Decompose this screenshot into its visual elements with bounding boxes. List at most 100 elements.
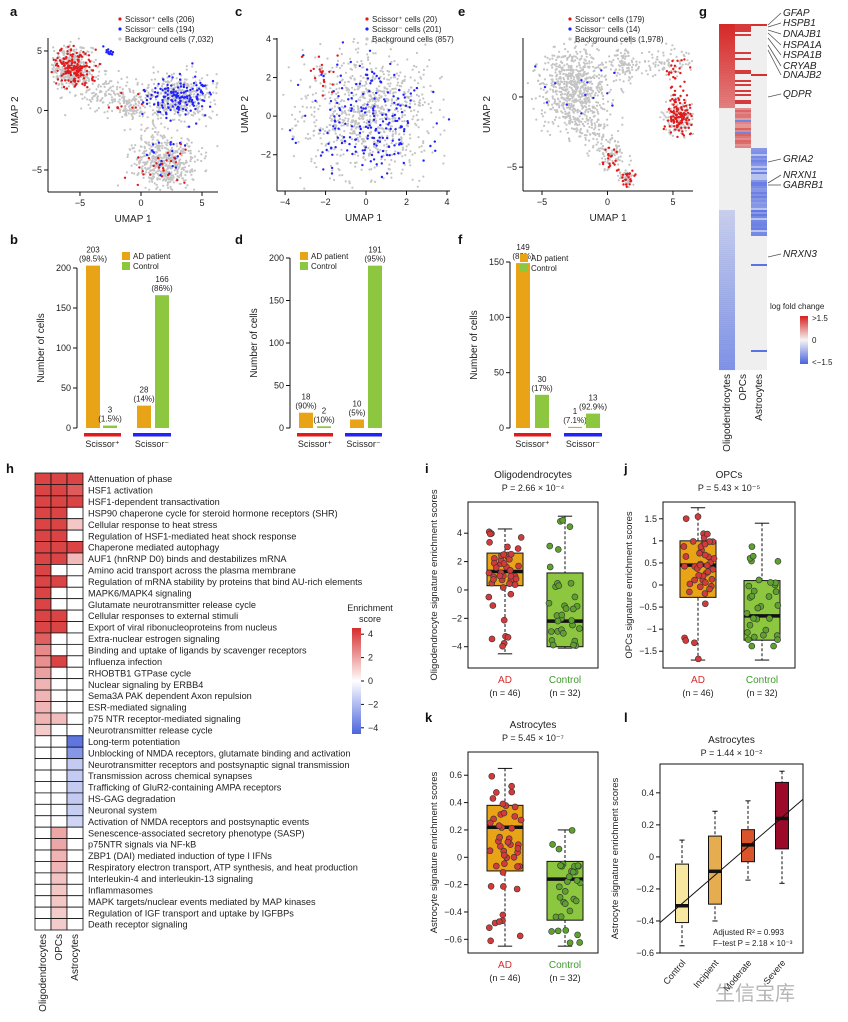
background-cell-point <box>169 93 172 96</box>
control-bar <box>103 425 117 428</box>
heatmap-cell <box>34 666 52 680</box>
scissor-pos-cell-point <box>68 66 71 69</box>
background-cell-point <box>400 81 403 84</box>
background-cell-point <box>353 37 356 41</box>
background-cell-point <box>149 177 152 180</box>
heatmap-cell <box>751 152 767 154</box>
background-cell-point <box>383 144 386 147</box>
background-cell-point <box>424 43 427 46</box>
background-cell-point <box>378 96 381 99</box>
scissor-pos-cell-point <box>65 62 68 65</box>
background-cell-point <box>325 126 329 129</box>
scissor-pos-cell-point <box>687 126 690 130</box>
background-cell-point <box>579 50 582 53</box>
heatmap-column <box>719 24 735 370</box>
background-cell-point <box>214 103 217 106</box>
gene-leader-line <box>767 29 782 35</box>
background-cell-point <box>362 76 365 79</box>
background-cell-point <box>318 74 321 77</box>
background-cell-point <box>335 139 338 142</box>
scissor-pos-cell-point <box>628 172 631 176</box>
scissor-neg-cell-point <box>174 166 178 169</box>
x-tick-label: 5 <box>670 197 675 207</box>
scissor-neg-cell-point <box>153 91 157 94</box>
scissor-neg-cell-point <box>341 41 345 44</box>
background-cell-point <box>391 117 394 120</box>
heatmap-cell <box>66 769 84 782</box>
background-cell-point <box>344 180 347 183</box>
heatmap-cell <box>66 712 84 725</box>
background-cell-point <box>126 153 129 156</box>
background-cell-point <box>196 110 199 113</box>
background-cell-point <box>338 47 341 50</box>
background-cell-point <box>605 118 609 121</box>
heatmap-cell <box>50 609 68 622</box>
background-cell-point <box>91 98 94 101</box>
heatmap-cell <box>66 906 84 919</box>
y-axis-label: Number of cells <box>249 308 260 377</box>
background-cell-point <box>358 86 361 89</box>
background-cell-point <box>390 158 393 162</box>
background-cell-point <box>660 61 663 64</box>
background-cell-point <box>586 122 590 125</box>
background-cell-point <box>396 81 400 84</box>
background-cell-point <box>335 92 338 95</box>
background-cell-point <box>363 121 366 124</box>
background-cell-point <box>620 173 623 177</box>
background-cell-point <box>196 158 199 162</box>
background-cell-point <box>566 131 570 134</box>
background-cell-point <box>606 124 609 127</box>
scissor-neg-cell-point <box>166 102 170 105</box>
scissor-neg-cell-point <box>169 143 172 146</box>
background-cell-point <box>347 88 351 91</box>
pathway-label: Regulation of mRNA stability by proteins… <box>88 577 363 587</box>
scissor-neg-cell-point <box>184 90 187 93</box>
background-cell-point <box>675 55 678 59</box>
heatmap-cell <box>735 132 751 134</box>
background-cell-point <box>635 63 638 66</box>
scissor-pos-cell-point <box>622 183 625 186</box>
background-cell-point <box>565 88 568 91</box>
heatmap-cell <box>751 150 767 152</box>
background-cell-point <box>396 84 399 87</box>
background-cell-point <box>177 90 180 93</box>
background-cell-point <box>543 78 547 81</box>
background-cell-point <box>561 86 564 90</box>
background-cell-point <box>396 110 399 113</box>
scissor-neg-cell-point <box>344 122 347 126</box>
scissor-neg-cell-point <box>161 101 164 104</box>
background-cell-point <box>638 61 641 64</box>
background-cell-point <box>54 61 57 64</box>
background-cell-point <box>589 94 592 97</box>
scissor-pos-cell-point <box>628 183 631 186</box>
heatmap-cell <box>34 518 52 531</box>
background-cell-point <box>369 115 372 118</box>
background-cell-point <box>61 83 64 86</box>
background-cell-point <box>646 73 649 76</box>
scissor-neg-cell-point <box>166 93 169 96</box>
background-cell-point <box>296 120 299 123</box>
background-cell-point <box>167 186 170 189</box>
scissor-pos-cell-point <box>321 84 325 88</box>
gene-leader-line <box>767 44 782 67</box>
scissor-neg-cell-point <box>159 87 162 91</box>
scissor-neg-cell-point <box>349 60 352 64</box>
background-cell-point <box>577 70 580 73</box>
heatmap-cell <box>735 90 751 92</box>
background-cell-point <box>378 110 381 113</box>
scissor-neg-cell-point <box>600 69 603 72</box>
background-cell-point <box>63 87 66 91</box>
background-cell-point <box>598 67 602 70</box>
background-cell-point <box>608 55 611 58</box>
heatmap-cell <box>751 164 767 166</box>
background-cell-point <box>427 132 430 135</box>
background-cell-point <box>352 40 355 43</box>
scissor-pos-cell-point <box>672 111 675 114</box>
scissor-neg-cell-point <box>111 53 114 56</box>
heatmap-cell <box>66 666 84 680</box>
scissor-neg-cell-point <box>160 159 163 163</box>
background-cell-point <box>319 82 322 85</box>
scissor-neg-cell-point <box>145 98 149 102</box>
scissor-pos-cell-point <box>675 124 678 127</box>
background-cell-point <box>376 141 379 144</box>
